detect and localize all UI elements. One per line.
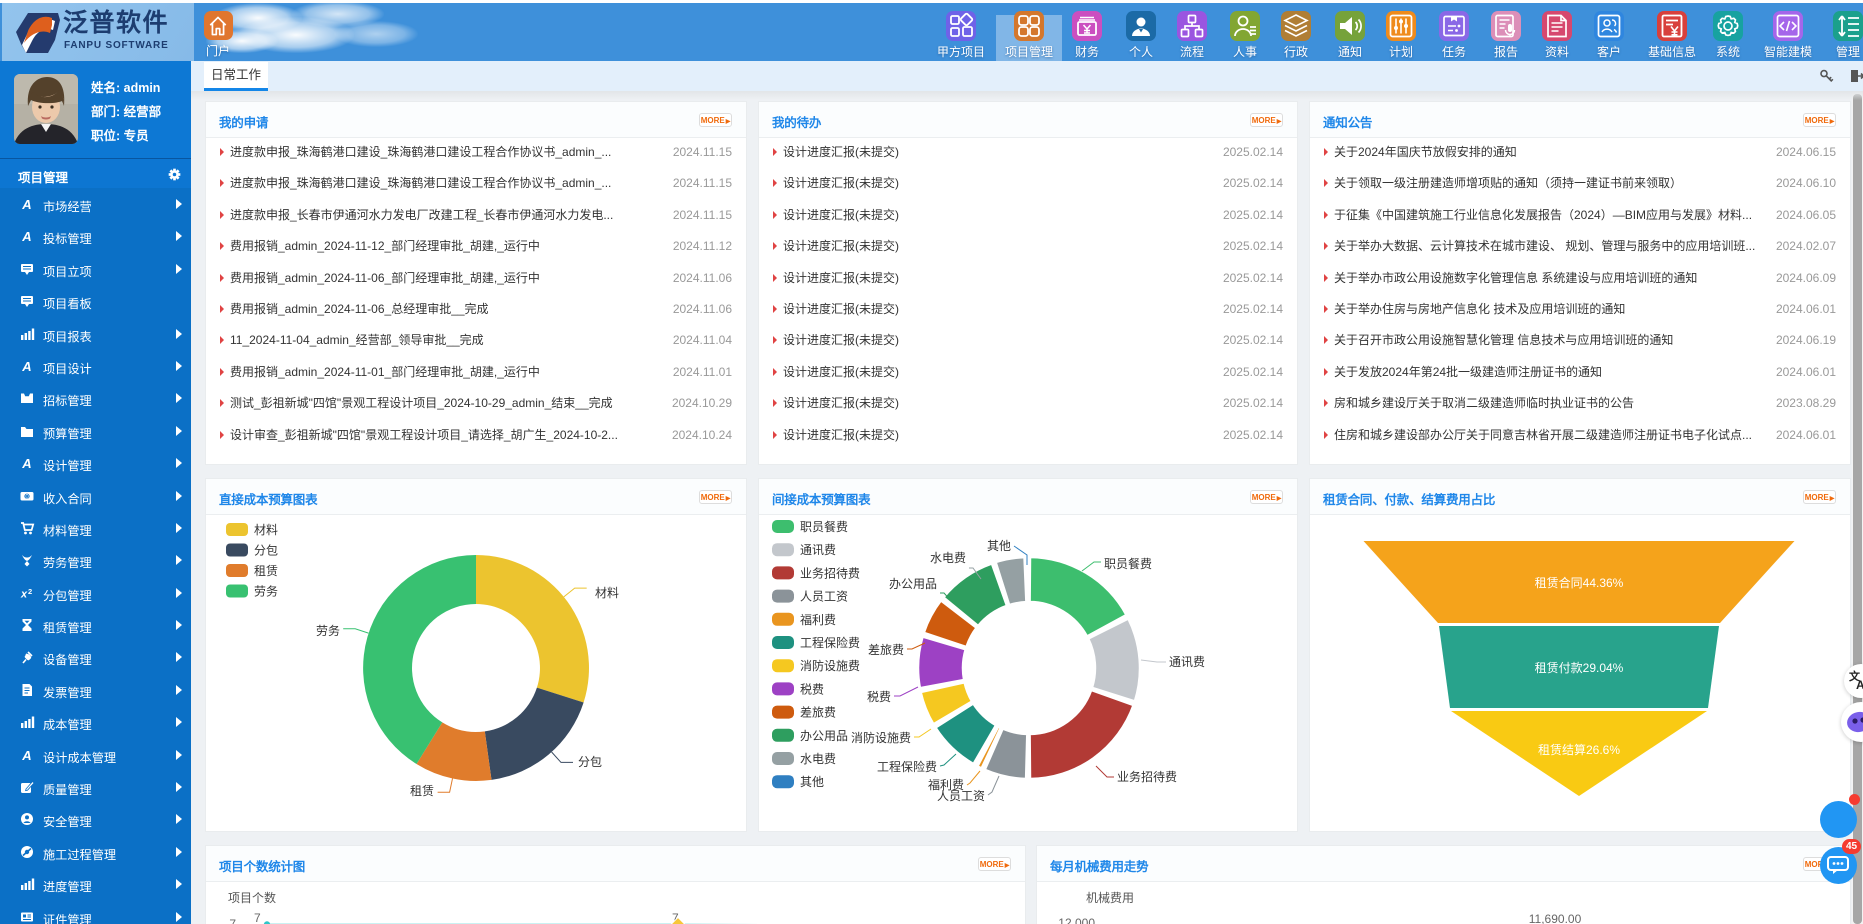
svg-text:2: 2 [28,587,32,596]
svg-text:其他: 其他 [800,775,824,789]
svg-text:分包: 分包 [578,755,602,769]
svg-text:差旅费: 差旅费 [800,706,836,720]
svg-text:职员餐费: 职员餐费 [1104,556,1152,571]
svg-text:税费: 税费 [800,682,824,696]
svg-text:x: x [20,588,28,600]
svg-text:劳务: 劳务 [254,584,278,599]
svg-text:人员工资: 人员工资 [937,789,985,803]
svg-text:工程保险费: 工程保险费 [877,759,937,774]
svg-text:租赁付款29.04%: 租赁付款29.04% [1535,661,1624,675]
svg-text:福利费: 福利费 [928,777,964,792]
svg-text:消防设施费: 消防设施费 [800,658,860,673]
svg-text:租赁: 租赁 [254,564,278,578]
svg-text:办公用品: 办公用品 [800,728,848,743]
svg-text:12,000: 12,000 [1058,916,1095,924]
svg-text:11,690.00: 11,690.00 [1529,912,1582,924]
svg-text:租赁: 租赁 [410,784,434,798]
svg-text:7: 7 [254,911,261,924]
svg-text:分包: 分包 [254,544,278,558]
svg-text:职员餐费: 职员餐费 [800,519,848,534]
svg-text:办公用品: 办公用品 [889,576,937,591]
svg-text:业务招待费: 业务招待费 [1117,769,1177,784]
svg-text:福利费: 福利费 [800,612,836,627]
svg-text:差旅费: 差旅费 [868,643,904,657]
svg-text:A: A [21,229,31,243]
svg-text:其他: 其他 [987,539,1011,553]
svg-text:0: 0 [25,494,29,500]
svg-text:A: A [21,197,31,211]
svg-text:工程保险费: 工程保险费 [800,635,860,650]
svg-text:通讯费: 通讯费 [800,543,836,557]
svg-text:A: A [21,359,31,373]
svg-text:材料: 材料 [254,523,278,537]
svg-text:消防设施费: 消防设施费 [851,730,911,745]
svg-text:项目个数: 项目个数 [228,890,276,905]
svg-text:材料: 材料 [595,586,619,600]
svg-text:7: 7 [229,917,236,924]
svg-text:租赁结算26.6%: 租赁结算26.6% [1538,742,1620,757]
svg-text:A: A [21,748,31,762]
svg-text:A: A [21,456,31,470]
svg-text:机械费用: 机械费用 [1086,890,1134,905]
svg-text:通讯费: 通讯费 [1169,655,1205,669]
svg-text:人员工资: 人员工资 [800,590,848,604]
svg-text:7: 7 [672,911,679,924]
svg-text:文: 文 [1849,670,1861,683]
svg-text:劳务: 劳务 [316,623,340,638]
svg-text:水电费: 水电费 [930,551,966,565]
svg-text:租赁合同44.36%: 租赁合同44.36% [1535,575,1624,590]
svg-text:业务招待费: 业务招待费 [800,565,860,580]
svg-text:A: A [1856,678,1863,692]
svg-text:水电费: 水电费 [800,752,836,766]
svg-text:税费: 税费 [867,690,891,704]
